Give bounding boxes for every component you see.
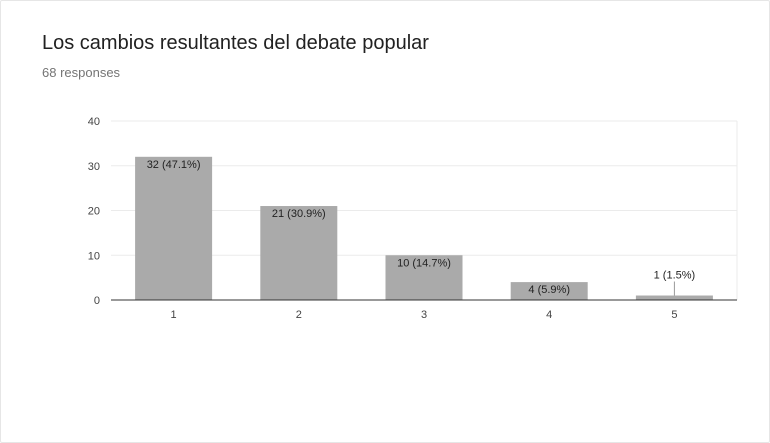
- data-label: 1 (1.5%): [654, 270, 696, 282]
- y-tick-label: 20: [88, 206, 100, 218]
- data-label: 4 (5.9%): [528, 284, 570, 296]
- y-tick-label: 0: [94, 295, 100, 307]
- bar: [385, 255, 463, 300]
- chart-title: Los cambios resultantes del debate popul…: [42, 32, 429, 54]
- y-tick-label: 10: [88, 250, 100, 262]
- x-tick-label: 1: [171, 309, 177, 321]
- x-tick-label: 4: [546, 309, 552, 321]
- data-label: 10 (14.7%): [397, 257, 451, 269]
- bar: [510, 282, 588, 300]
- bar: [135, 156, 213, 300]
- x-tick-label: 3: [421, 309, 427, 321]
- x-tick-label: 5: [671, 309, 677, 321]
- y-tick-label: 40: [88, 116, 100, 128]
- bar: [635, 295, 713, 300]
- x-tick-label: 2: [296, 309, 302, 321]
- y-tick-label: 30: [88, 161, 100, 173]
- data-label: 32 (47.1%): [147, 159, 201, 171]
- data-label: 21 (30.9%): [272, 208, 326, 220]
- response-count: 68 responses: [42, 65, 121, 80]
- bar: [260, 206, 338, 300]
